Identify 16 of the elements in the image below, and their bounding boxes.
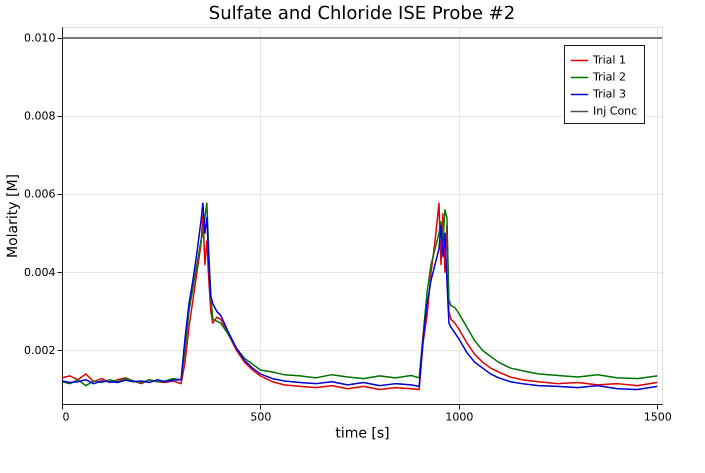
y-tick-label: 0.010 [24, 31, 56, 44]
x-tick-label: 0 [62, 410, 70, 424]
x-tick-label: 1000 [445, 410, 474, 424]
y-tick-label: 0.008 [24, 110, 56, 123]
legend-label: Inj Conc [593, 104, 638, 118]
y-tick-label: 0.006 [24, 188, 56, 201]
y-tick-label: 0.002 [24, 344, 56, 357]
legend-label: Trial 2 [592, 70, 626, 84]
x-tick-label: 1500 [644, 410, 672, 424]
x-axis-title: time [s] [335, 426, 390, 442]
x-tick-label: 500 [250, 410, 272, 424]
y-tick-label: 0.004 [24, 266, 56, 279]
legend-label: Trial 3 [592, 88, 626, 100]
y-axis-title: Molarity [M] [5, 174, 22, 258]
legend-label: Trial 1 [592, 54, 626, 66]
chart-title: Sulfate and Chloride ISE Probe #2 [208, 3, 516, 24]
